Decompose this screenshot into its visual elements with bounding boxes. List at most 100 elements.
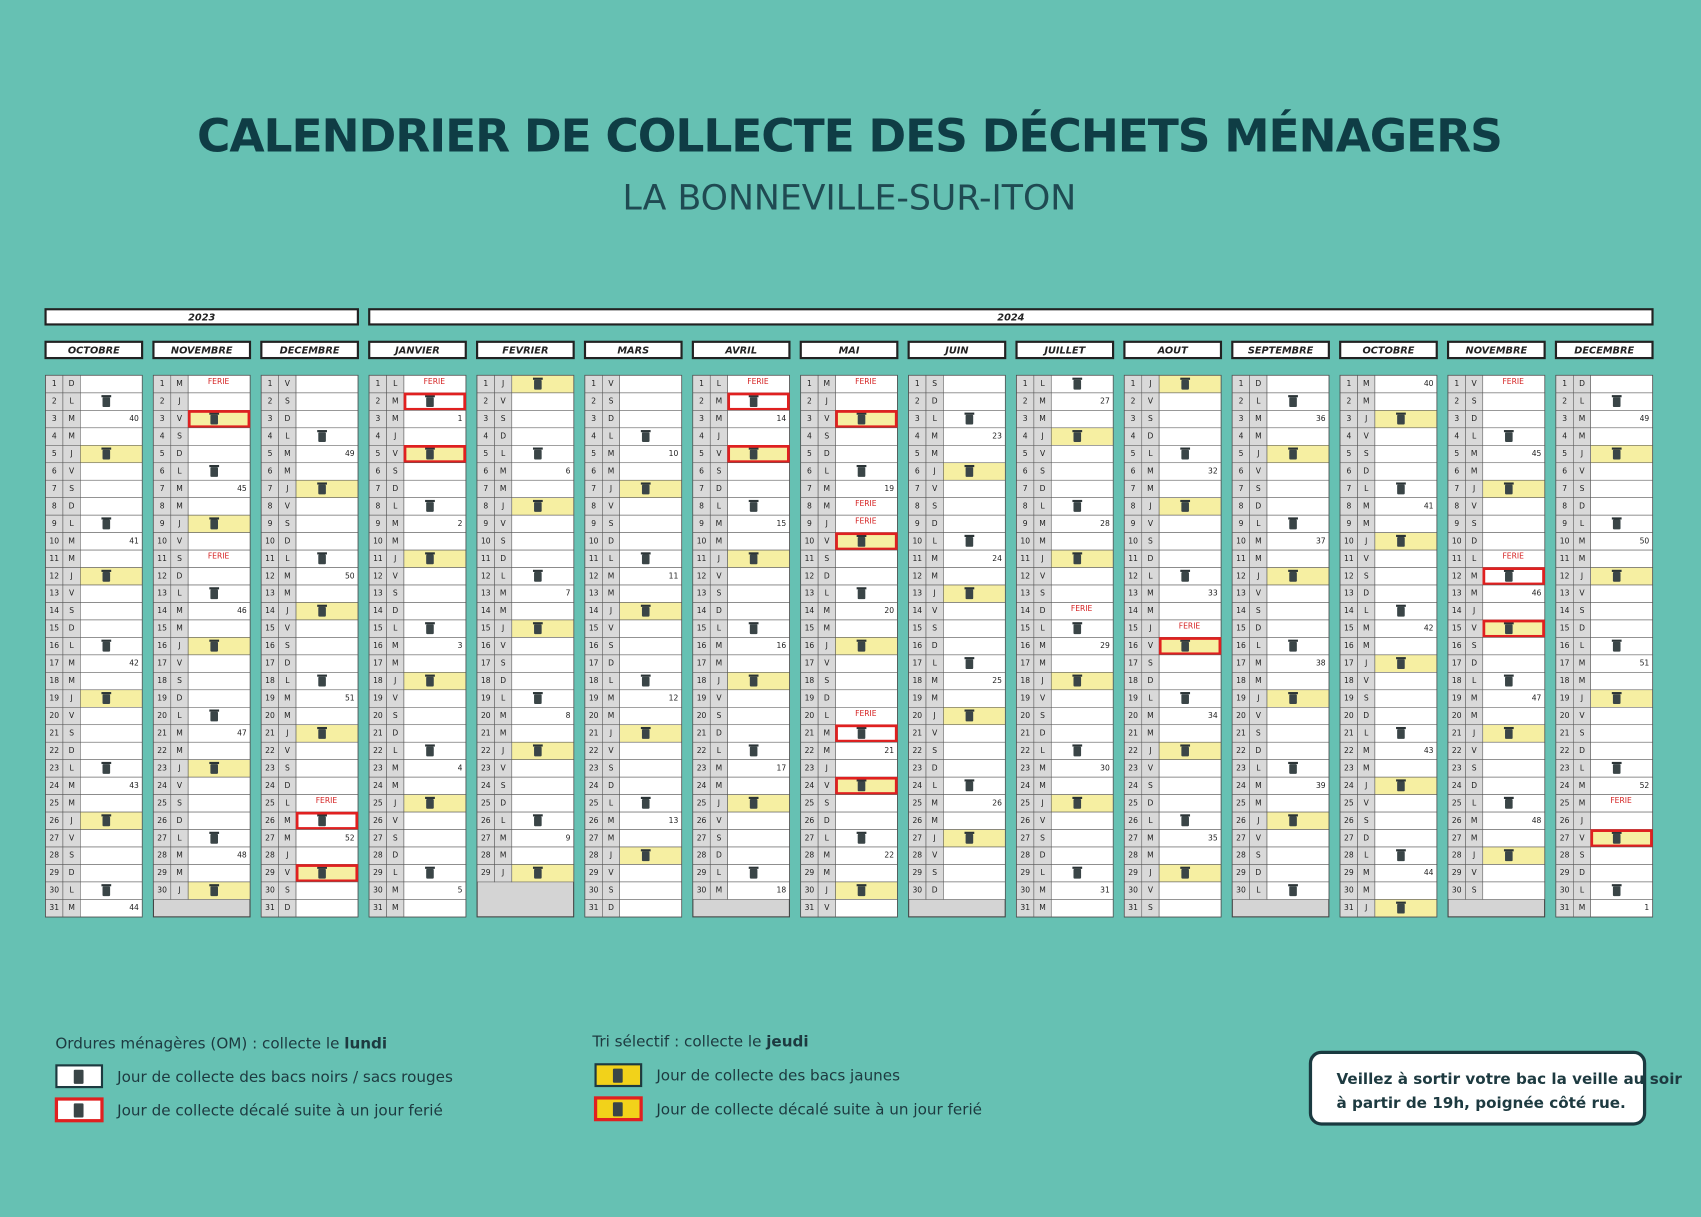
bin-body [1289,764,1297,774]
day-number: 7 [1454,484,1459,493]
bin-icon [1072,674,1083,687]
bin-lid [209,761,220,765]
weekday-letter: D [69,379,75,388]
bin-icon [532,377,543,390]
day-number: 7 [268,484,273,493]
weekday-letter: M [931,432,938,441]
subtitle: LA BONNEVILLE-SUR-ITON [623,179,1077,219]
day-content-cell [943,567,1006,586]
bin-lid [101,814,112,817]
day-number: 2 [1454,397,1459,406]
weekday-letter: S [609,886,614,895]
bin-icon [1072,430,1083,442]
weekday-letter: S [177,676,182,685]
day-number: 24 [1344,781,1354,790]
day-number: 23 [589,763,599,772]
weekday-letter: M [608,694,615,703]
bin-lid [209,412,220,415]
bin-lid [1396,412,1406,415]
bin-icon [1396,657,1406,670]
bin-lid [1396,779,1406,782]
day-number: 28 [912,851,922,860]
day-number: 9 [915,519,920,528]
weekday-letter: L [393,746,398,755]
bin-body [102,694,111,704]
weekday-letter: D [824,449,830,458]
day-content-cell [1590,899,1653,918]
day-number: 29 [1560,868,1570,877]
bin-lid [425,674,435,677]
bin-lid [1611,761,1622,765]
bin-icon [748,674,759,687]
day-number: 12 [1236,571,1246,580]
day-number: 1 [52,379,57,388]
bin-body [857,589,866,600]
bin-lid [1072,866,1083,869]
weekday-letter: L [825,711,830,720]
day-number: 6 [375,466,380,475]
bin-body [749,554,758,565]
weekday-letter: D [608,536,614,545]
weekday-letter: D [1579,624,1585,633]
weekday-letter: M [1039,536,1046,545]
bin-lid [748,866,759,869]
day-content-cell [1158,410,1222,429]
bin-lid [1503,482,1514,485]
weekday-letter: D [1471,659,1477,668]
day-number: 19 [1020,694,1030,703]
bin-body [641,554,650,565]
day-number: 15 [1020,624,1030,633]
bin-lid [425,447,435,450]
day-content-cell [1158,776,1222,795]
day-number: 4 [483,432,488,441]
weekday-letter: S [1580,851,1585,860]
day-number: 27 [373,833,383,842]
day-content-cell [619,776,682,795]
legend-tri-title: Tri sélectif : collecte le jeudi [591,1032,808,1050]
day-number: 19 [697,694,707,703]
day-number: 10 [1020,536,1030,545]
day-number: 28 [589,851,599,860]
weekday-letter: J [177,763,180,772]
day-content-cell [1266,375,1330,394]
bin-lid [209,464,220,468]
bin-lid [964,464,975,468]
week-number: 26 [992,798,1002,807]
day-number: 13 [265,589,275,598]
weekday-letter: M [931,554,938,563]
weekday-letter: J [285,851,288,860]
day-number: 13 [912,589,922,598]
bin-icon [856,464,867,477]
legend-icon-black-shifted [54,1097,104,1123]
day-number: 30 [1128,886,1138,895]
bin-body [102,816,111,827]
weekday-letter: J [1364,903,1367,912]
weekday-letter: V [1579,466,1585,475]
day-number: 26 [157,816,167,825]
bin-lid [1072,674,1083,677]
bin-lid [317,552,327,555]
day-content-cell [943,741,1006,760]
week-number: 18 [777,886,787,895]
bin-lid [640,849,651,852]
bin-lid [1288,692,1298,695]
day-content-cell [187,392,251,411]
weekday-letter: S [285,519,290,528]
bin-lid [1288,814,1298,817]
weekday-letter: M [824,501,831,510]
weekday-letter: V [1148,397,1154,406]
day-number: 18 [265,676,275,685]
day-content-cell [1050,410,1114,429]
bin-lid [1611,395,1622,398]
weekday-letter: V [1579,589,1585,598]
day-number: 6 [160,466,165,475]
weekday-letter: J [825,763,828,772]
weekday-letter: M [1147,589,1154,598]
weekday-letter: M [68,432,75,441]
weekday-letter: D [1148,554,1154,563]
day-number: 4 [915,432,920,441]
weekday-letter: D [1363,466,1369,475]
month-name: JUILLET [1042,345,1086,356]
bin-lid [1503,726,1514,730]
